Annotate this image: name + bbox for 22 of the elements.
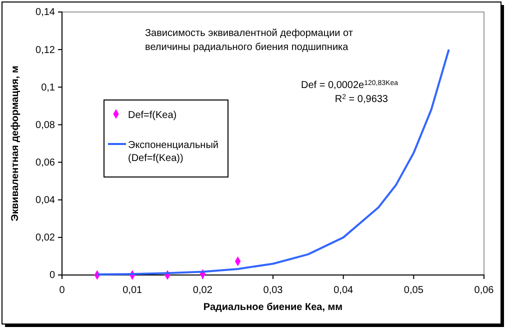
x-tick-label: 0,05: [404, 285, 424, 296]
text: Зависимость эквивалентной деформации от величины радиального биения подшипника: [145, 28, 354, 53]
annotation: Def = 0,0002e$^{120,83Kea}$: [301, 80, 398, 91]
legend-label: Def=f(Kea): [128, 110, 177, 121]
y-tick-label: 0,02: [36, 232, 56, 244]
y-tick-label: 0,08: [36, 120, 56, 131]
y-tick-label: 0,14: [36, 7, 56, 18]
x-tick-label: 0,04: [334, 285, 354, 296]
x-axis-title: Радиальное биение Кеа, мм: [203, 302, 343, 313]
legend-label: Экспоненциальный (Def=f(Kea)): [128, 140, 218, 164]
y-tick-label: 0,06: [36, 157, 56, 168]
x-tick-label: 0,02: [192, 285, 213, 296]
y-tick-label: 0,04: [36, 195, 56, 206]
y-tick-label: 0: [49, 270, 56, 282]
x-tick-label: 0,06: [474, 285, 494, 296]
x-tick-label: 0,01: [122, 285, 142, 296]
y-tick-label: 0,1: [41, 82, 56, 94]
annotation: R$^{2}$ = 0,9633: [334, 94, 388, 105]
x-tick-label: 0,03: [263, 285, 284, 296]
y-tick-label: 0,12: [36, 44, 56, 56]
y-axis-title: Эквивалентная деформация, м: [10, 66, 21, 222]
x-tick-label: 0: [59, 285, 66, 296]
